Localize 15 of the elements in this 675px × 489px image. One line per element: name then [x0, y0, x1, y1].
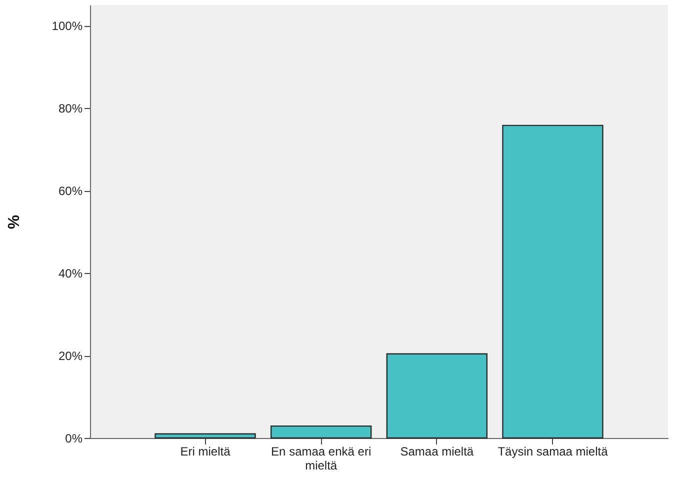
- x-tick-label: Täysin samaa mieltä: [498, 444, 608, 458]
- x-tick-label: En samaa enkä eri mieltä: [271, 444, 372, 472]
- x-tick-label: Samaa mieltä: [400, 444, 474, 458]
- y-tick-label: 80%: [58, 102, 83, 116]
- bar: [270, 425, 372, 439]
- y-tick-label: 60%: [58, 184, 83, 198]
- y-tick-label: 20%: [58, 349, 83, 364]
- bar: [386, 353, 488, 439]
- y-axis-title: %: [6, 214, 23, 230]
- y-tick-label: 0%: [65, 432, 83, 446]
- bar: [154, 433, 256, 439]
- bar: [502, 124, 604, 439]
- y-tick-label: 40%: [58, 266, 83, 281]
- x-tick-label: Eri mieltä: [180, 444, 231, 458]
- y-tick-label: 100%: [52, 19, 83, 34]
